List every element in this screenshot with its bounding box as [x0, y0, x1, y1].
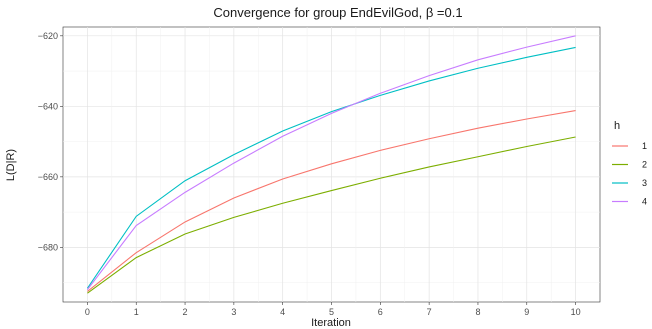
y-tick-label: −620	[38, 31, 58, 41]
grid-lines	[63, 27, 600, 302]
legend-title: h	[614, 120, 620, 132]
x-tick-label: 10	[571, 307, 581, 317]
y-tick-label: −640	[38, 101, 58, 111]
chart-title: Convergence for group EndEvilGod, β =0.1	[213, 5, 462, 20]
x-tick-label: 3	[231, 307, 236, 317]
y-tick-label: −660	[38, 172, 58, 182]
x-tick-label: 6	[378, 307, 383, 317]
x-tick-label: 7	[427, 307, 432, 317]
x-tick-label: 4	[280, 307, 285, 317]
series-line-1	[87, 110, 576, 292]
series-line-4	[86, 35, 576, 290]
x-tick-label: 9	[524, 307, 529, 317]
legend: h 1 2 3 4	[612, 120, 647, 207]
series-line-3	[86, 46, 576, 289]
legend-label-1: 1	[642, 141, 647, 151]
legend-label-4: 4	[642, 197, 647, 207]
x-tick-label: 0	[85, 307, 90, 317]
legend-label-3: 3	[642, 178, 647, 188]
x-tick-label: 1	[134, 307, 139, 317]
legend-label-2: 2	[642, 160, 647, 170]
x-axis-title: Iteration	[311, 317, 351, 329]
y-tick-label: −680	[38, 242, 58, 252]
x-tick-label: 2	[183, 307, 188, 317]
x-tick-label: 5	[329, 307, 334, 317]
axis-ticks: −620 −640 −660 −680 0 1 2 3 4 5 6 7 8 9 10	[38, 31, 581, 317]
series-line-2	[87, 136, 576, 294]
y-axis-title: L(D|R)	[5, 149, 17, 181]
series-lines	[86, 35, 576, 294]
x-tick-label: 8	[475, 307, 480, 317]
